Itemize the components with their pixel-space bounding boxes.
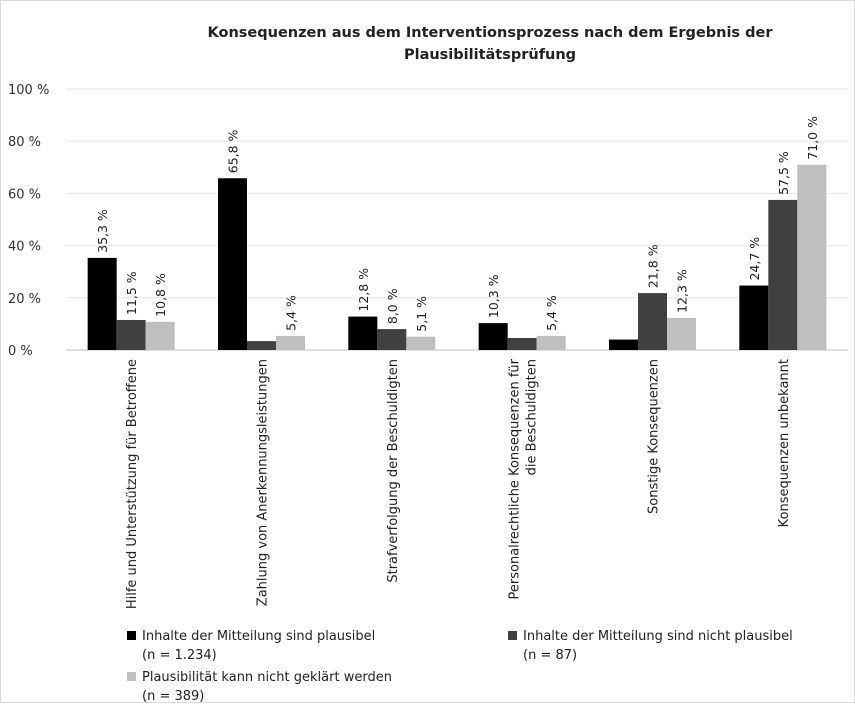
- category-label-5-line-1: Sonstige Konsequenzen: [647, 359, 662, 514]
- category-label-2-line-1: Zahlung von Anerkennungsleistungen: [256, 359, 271, 606]
- bar-series2-cat3: [377, 329, 407, 350]
- legend-n-unklar: (n = 389): [142, 689, 205, 704]
- category-label-6-line-1: Konsequenzen unbekannt: [777, 359, 792, 527]
- data-label-series3-cat5: 12,3 %: [675, 269, 690, 313]
- bar-series1-cat4: [478, 323, 508, 350]
- bar-series3-cat5: [667, 317, 696, 350]
- bar-series1-cat5: [609, 339, 638, 350]
- category-label-1-line-1: Hilfe und Unterstützung für Betroffene: [125, 359, 140, 609]
- data-label-series1-cat2: 65,8 %: [226, 129, 241, 173]
- data-label-series1-cat6: 24,7 %: [747, 237, 762, 281]
- chart-title-line-1: Konsequenzen aus dem Interventionsprozes…: [207, 25, 773, 41]
- legend-swatch-nicht-plausibel: [508, 631, 517, 640]
- y-tick-label-80: 80 %: [8, 135, 41, 150]
- bar-series3-cat6: [797, 164, 827, 350]
- chart-title: Konsequenzen aus dem Interventionsprozes…: [170, 22, 810, 66]
- bar-series2-cat5: [638, 293, 667, 350]
- y-tick-label-0: 0 %: [8, 344, 33, 359]
- bar-series3-cat3: [406, 336, 436, 350]
- bar-series1-cat1: [87, 257, 117, 350]
- legend-label-plausibel: Inhalte der Mitteilung sind plausibel: [142, 629, 376, 644]
- bar-series2-cat1: [116, 319, 146, 350]
- bar-series3-cat4: [536, 335, 566, 350]
- data-label-series1-cat1: 35,3 %: [95, 209, 110, 253]
- data-label-series2-cat5: 21,8 %: [646, 244, 661, 288]
- bar-series3-cat1: [145, 321, 175, 350]
- legend-label-unklar: Plausibilität kann nicht geklärt werden: [142, 670, 392, 685]
- data-label-series3-cat1: 10,8 %: [153, 273, 168, 317]
- bar-series1-cat3: [348, 316, 378, 350]
- legend-n-nicht-plausibel: (n = 87): [523, 648, 578, 663]
- legend-swatch-unklar: [127, 672, 136, 681]
- legend-swatch-plausibel: [127, 631, 136, 640]
- bar-series2-cat6: [768, 199, 798, 350]
- y-tick-label-40: 40 %: [8, 240, 41, 255]
- data-label-series1-cat3: 12,8 %: [356, 268, 371, 312]
- data-label-series1-cat4: 10,3 %: [486, 274, 501, 318]
- bar-series2-cat4: [507, 337, 537, 350]
- y-tick-label-100: 100 %: [8, 83, 49, 98]
- data-label-series2-cat1: 11,5 %: [124, 271, 139, 315]
- y-tick-label-20: 20 %: [8, 292, 41, 307]
- y-tick-label-60: 60 %: [8, 187, 41, 202]
- legend-n-plausibel: (n = 1.234): [142, 648, 217, 663]
- data-label-series2-cat3: 8,0 %: [385, 288, 400, 324]
- bar-series3-cat2: [276, 335, 305, 350]
- data-label-series3-cat4: 5,4 %: [544, 295, 559, 331]
- bar-series1-cat6: [739, 285, 769, 350]
- bar-series2-cat2: [247, 341, 276, 350]
- data-label-series3-cat3: 5,1 %: [414, 296, 429, 332]
- chart-title-line-2: Plausibilitätsprüfung: [403, 47, 577, 63]
- data-label-series3-cat2: 5,4 %: [284, 295, 299, 331]
- category-label-4-line-1: Personalrechtliche Konsequenzen für: [508, 358, 523, 599]
- data-label-series2-cat6: 57,5 %: [776, 151, 791, 195]
- category-label-3-line-1: Strafverfolgung der Beschuldigten: [386, 359, 401, 583]
- category-label-4-line-2: die Beschuldigten: [525, 359, 540, 475]
- legend-label-nicht-plausibel: Inhalte der Mitteilung sind nicht plausi…: [523, 629, 793, 644]
- bar-series1-cat2: [218, 178, 247, 350]
- data-label-series3-cat6: 71,0 %: [805, 116, 820, 160]
